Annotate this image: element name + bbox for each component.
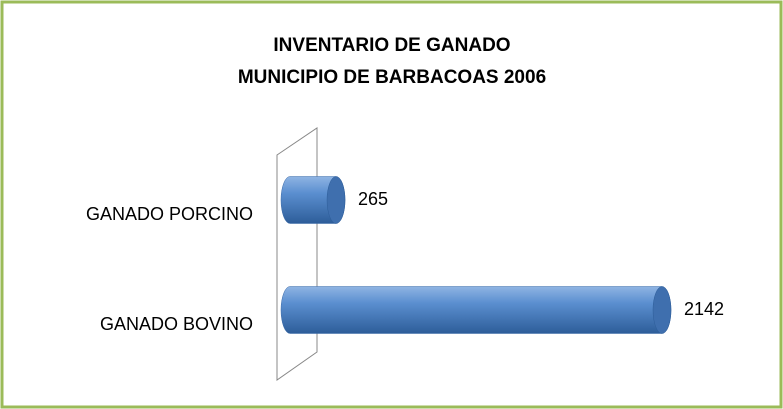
category-label: GANADO PORCINO: [86, 204, 253, 224]
chart-title: INVENTARIO DE GANADO: [273, 35, 510, 56]
back-wall: [276, 127, 318, 381]
chart-title: MUNICIPIO DE BARBACOAS 2006: [238, 67, 546, 88]
value-label: 265: [358, 189, 388, 209]
bar-cap: [652, 286, 672, 334]
bar-cap: [326, 176, 346, 224]
value-label: 2142: [684, 299, 724, 319]
category-label: GANADO BOVINO: [100, 314, 253, 334]
bar: [280, 286, 672, 334]
